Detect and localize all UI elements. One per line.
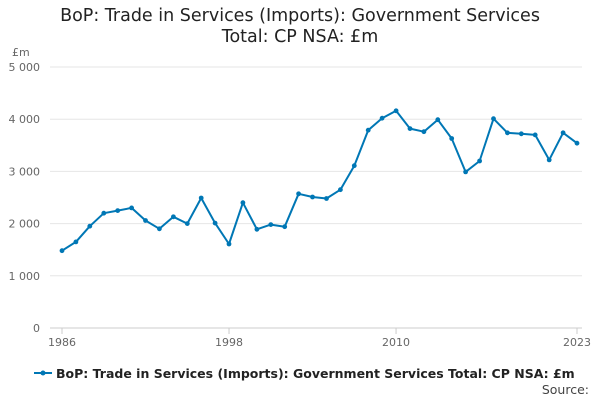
legend-label: BoP: Trade in Services (Imports): Govern… (56, 365, 575, 381)
y-tick-label: 0 (33, 322, 40, 335)
data-point (463, 169, 468, 175)
data-point (212, 220, 218, 226)
data-point (407, 126, 413, 131)
data-point (226, 241, 232, 247)
y-tick-label: 1 000 (9, 270, 41, 283)
data-point (59, 248, 65, 254)
data-point (449, 136, 455, 141)
data-point (87, 223, 93, 229)
data-point (338, 187, 343, 193)
data-point (477, 158, 482, 164)
data-point (324, 196, 329, 201)
data-point (546, 157, 552, 163)
x-tick-label: 1998 (215, 336, 243, 349)
y-tick-label: 2 000 (9, 218, 41, 231)
data-point (171, 214, 176, 220)
data-point (421, 129, 427, 135)
data-point (393, 108, 399, 114)
y-tick-label: 4 000 (9, 113, 41, 126)
data-point (198, 195, 204, 201)
data-point (129, 205, 135, 211)
y-tick-label: 3 000 (9, 165, 41, 178)
data-point (379, 115, 385, 121)
data-point (365, 127, 371, 133)
data-point (240, 200, 246, 206)
y-tick-label: 5 000 (9, 61, 41, 74)
series-line (61, 109, 578, 252)
data-point (560, 130, 566, 136)
data-point (491, 116, 496, 122)
axes: 0 1 000 2 000 3 000 4 000 5 000 1986 1998 2010 20… (9, 61, 592, 349)
data-point (310, 194, 315, 200)
data-point (518, 131, 524, 137)
chart-title-line-2: Total: CP NSA: £m (221, 27, 379, 47)
y-axis-unit-label: £m (12, 46, 30, 59)
data-point (254, 226, 260, 232)
data-point (73, 239, 79, 245)
data-point (351, 163, 357, 169)
data-point (282, 224, 288, 230)
data-point (268, 222, 274, 228)
data-point (532, 132, 538, 138)
gridlines (50, 66, 582, 277)
x-tick-label: 2023 (563, 336, 591, 349)
series (59, 108, 580, 254)
data-point (505, 130, 510, 136)
data-point (157, 226, 162, 232)
data-point (143, 218, 148, 223)
x-tick-label: 2010 (382, 336, 410, 349)
legend[interactable]: BoP: Trade in Services (Imports): Govern… (34, 364, 575, 382)
data-point (184, 221, 190, 227)
x-tick-label: 1986 (48, 336, 76, 349)
legend-swatch-icon (34, 370, 52, 376)
data-point (435, 117, 441, 123)
data-point (115, 208, 121, 214)
chart-title-line-1: BoP: Trade in Services (Imports): Govern… (60, 6, 540, 26)
data-point (574, 140, 580, 146)
chart-title: BoP: Trade in Services (Imports): Govern… (0, 6, 600, 48)
data-point (101, 210, 107, 216)
source-label: Source: (541, 382, 589, 397)
data-point (296, 191, 301, 197)
